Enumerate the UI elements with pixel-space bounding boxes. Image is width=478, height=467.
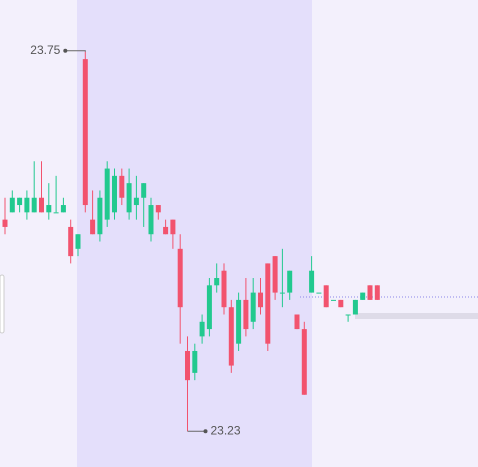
candle-body bbox=[17, 197, 23, 206]
candle-body bbox=[82, 59, 88, 206]
candle-body bbox=[265, 263, 271, 344]
candle-body bbox=[338, 299, 344, 308]
candle-body bbox=[133, 197, 139, 206]
candle-body bbox=[185, 350, 190, 381]
candle-body bbox=[287, 270, 293, 293]
candle-body bbox=[155, 205, 161, 213]
annotation-leader bbox=[65, 50, 86, 52]
side-handle bbox=[0, 274, 5, 334]
candle-body bbox=[199, 321, 205, 337]
candle-body bbox=[90, 219, 96, 235]
candle-body bbox=[104, 168, 110, 220]
candle-body bbox=[112, 175, 117, 213]
candle-body bbox=[272, 256, 278, 293]
candle-body bbox=[2, 219, 8, 227]
annotation-dot bbox=[63, 48, 68, 53]
candle-body bbox=[31, 197, 37, 213]
candle-body bbox=[214, 278, 220, 286]
candle-body bbox=[46, 205, 52, 213]
candle-body bbox=[360, 292, 366, 300]
candle-body bbox=[119, 175, 125, 198]
annotation-dot bbox=[203, 429, 208, 434]
candle-body bbox=[243, 299, 249, 330]
candle-body bbox=[345, 314, 351, 316]
candle-body bbox=[250, 292, 256, 322]
low-annotation: 23.23 bbox=[211, 423, 241, 437]
highlight-region bbox=[77, 0, 312, 467]
candle-body bbox=[331, 299, 336, 301]
candle-body bbox=[206, 285, 212, 330]
candle-body bbox=[60, 205, 66, 213]
candle-body bbox=[68, 226, 74, 257]
candle-body bbox=[309, 270, 315, 293]
candle-body bbox=[279, 292, 285, 294]
candle-body bbox=[97, 197, 103, 235]
candle-body bbox=[163, 226, 169, 235]
price-band bbox=[355, 313, 478, 319]
candle-body bbox=[53, 212, 59, 214]
candle-body bbox=[374, 285, 380, 300]
candle-body bbox=[75, 234, 81, 249]
candle-body bbox=[258, 292, 263, 308]
candle-body bbox=[170, 219, 176, 235]
candle-body bbox=[301, 329, 307, 395]
candle-body bbox=[323, 285, 329, 308]
candle-body bbox=[316, 292, 322, 294]
candle-body bbox=[141, 183, 147, 198]
high-annotation: 23.75 bbox=[30, 43, 60, 57]
candle-body bbox=[148, 205, 154, 235]
candle-body bbox=[39, 197, 44, 213]
candle-body bbox=[352, 299, 358, 315]
candle-body bbox=[228, 307, 234, 366]
candle-body bbox=[294, 314, 300, 330]
candle-body bbox=[177, 248, 183, 308]
candle-body bbox=[221, 270, 227, 308]
candle-body bbox=[24, 197, 30, 213]
candle-body bbox=[126, 183, 132, 213]
candle-body bbox=[367, 285, 373, 300]
candle-body bbox=[192, 350, 198, 373]
candle-body bbox=[9, 197, 15, 213]
candle-body bbox=[236, 299, 242, 344]
